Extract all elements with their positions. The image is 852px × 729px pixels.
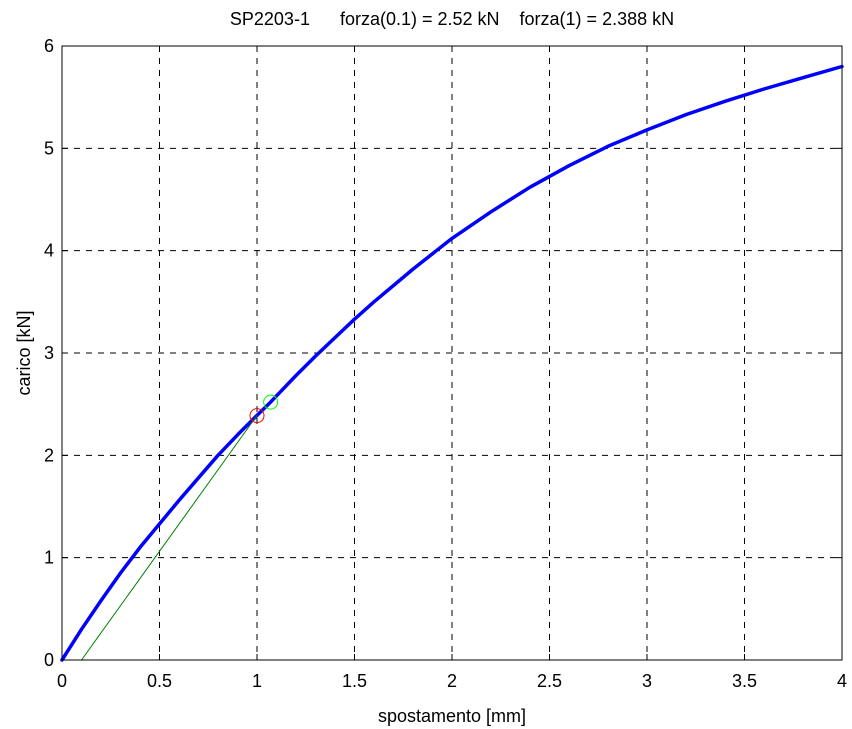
- y-tick-label: 0: [44, 650, 54, 670]
- series-group: [60, 64, 844, 662]
- x-tick-label: 2: [447, 671, 457, 691]
- x-tick-label: 0.5: [147, 671, 172, 691]
- y-tick-label: 4: [44, 241, 54, 261]
- x-tick-label: 3.5: [732, 671, 757, 691]
- force-1-marker: [249, 408, 265, 424]
- x-tick-label: 1.5: [342, 671, 367, 691]
- ticks-group: 0 0.5 1 1.5 2 2.5 3 3.5 4 0 1 2 3 4 5 6: [44, 36, 847, 691]
- load-displacement-line: [60, 64, 844, 662]
- x-tick-label: 2.5: [537, 671, 562, 691]
- x-axis-title: spostamento [mm]: [378, 706, 526, 726]
- y-tick-label: 6: [44, 36, 54, 56]
- markers-group: [249, 394, 279, 424]
- y-tick-label: 3: [44, 343, 54, 363]
- grid: [62, 46, 842, 660]
- y-tick-label: 1: [44, 548, 54, 568]
- force-01-marker: [263, 394, 279, 410]
- chart-title: SP2203-1 forza(0.1) = 2.52 kN forza(1) =…: [230, 9, 674, 29]
- x-tick-label: 4: [837, 671, 847, 691]
- x-tick-label: 1: [252, 671, 262, 691]
- y-tick-label: 5: [44, 138, 54, 158]
- y-tick-label: 2: [44, 445, 54, 465]
- x-tick-label: 3: [642, 671, 652, 691]
- y-axis-title: carico [kN]: [14, 310, 34, 395]
- x-tick-label: 0: [57, 671, 67, 691]
- offset-line: [81, 414, 258, 661]
